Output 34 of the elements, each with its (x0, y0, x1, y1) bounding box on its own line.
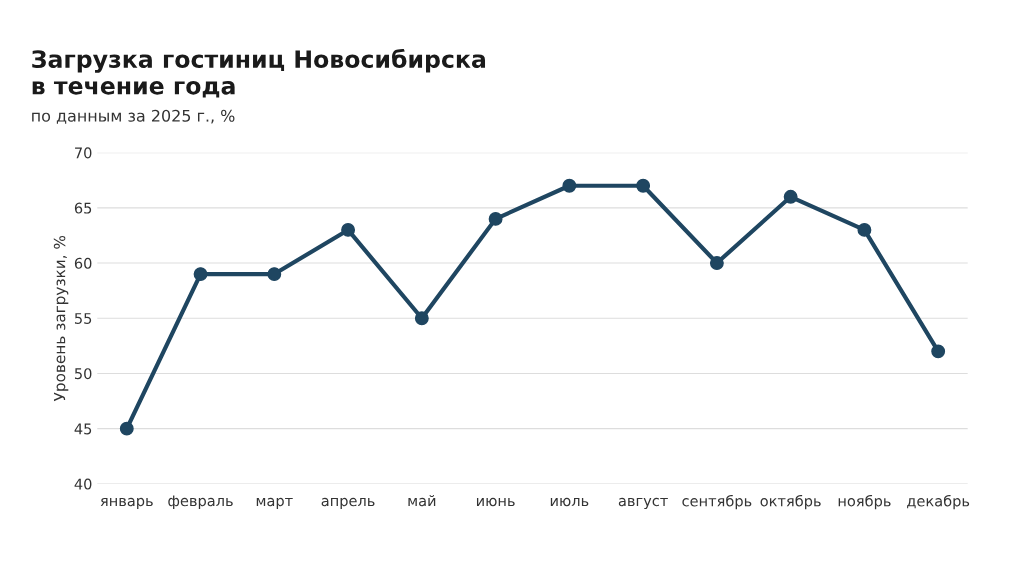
x-tick-label: март (256, 497, 293, 510)
point (119, 421, 134, 436)
point (267, 267, 282, 282)
x-tick-label: октябрь (760, 494, 821, 510)
x-tick-label: май (408, 495, 436, 507)
y-tick-label: 65 (74, 202, 92, 214)
point (709, 256, 724, 270)
y-tick-label: 45 (74, 423, 92, 435)
point (341, 222, 356, 237)
y-tick-label: 70 (75, 147, 92, 159)
point (857, 222, 872, 237)
x-tick-label: декабрь (907, 494, 970, 510)
point (488, 211, 503, 226)
y-tick-label: 55 (74, 313, 92, 324)
x-tick-label: сентябрь (682, 494, 752, 510)
point (414, 311, 429, 326)
y-tick-label: 50 (74, 368, 92, 380)
point (636, 178, 651, 193)
chart-title: Загрузка гостиниц Новосибирска в течение года (32, 48, 486, 98)
x-tick-label: июль (550, 497, 589, 507)
x-tick-label: апрель (321, 497, 375, 510)
y-axis-title: Уровень загрузки, % (53, 235, 69, 402)
point (562, 178, 577, 193)
point (783, 189, 798, 204)
y-tick-label: 60 (74, 257, 92, 269)
x-tick-label: февраль (168, 495, 233, 510)
x-tick-label: июнь (476, 497, 515, 507)
x-tick-label: январь (100, 497, 153, 510)
point (931, 344, 946, 359)
point (193, 267, 208, 282)
chart-subtitle: по данным за 2025 г., % (32, 109, 235, 124)
x-tick-label: ноябрь (838, 494, 891, 510)
y-tick-label: 40 (74, 478, 92, 490)
x-tick-label: август (618, 497, 668, 510)
